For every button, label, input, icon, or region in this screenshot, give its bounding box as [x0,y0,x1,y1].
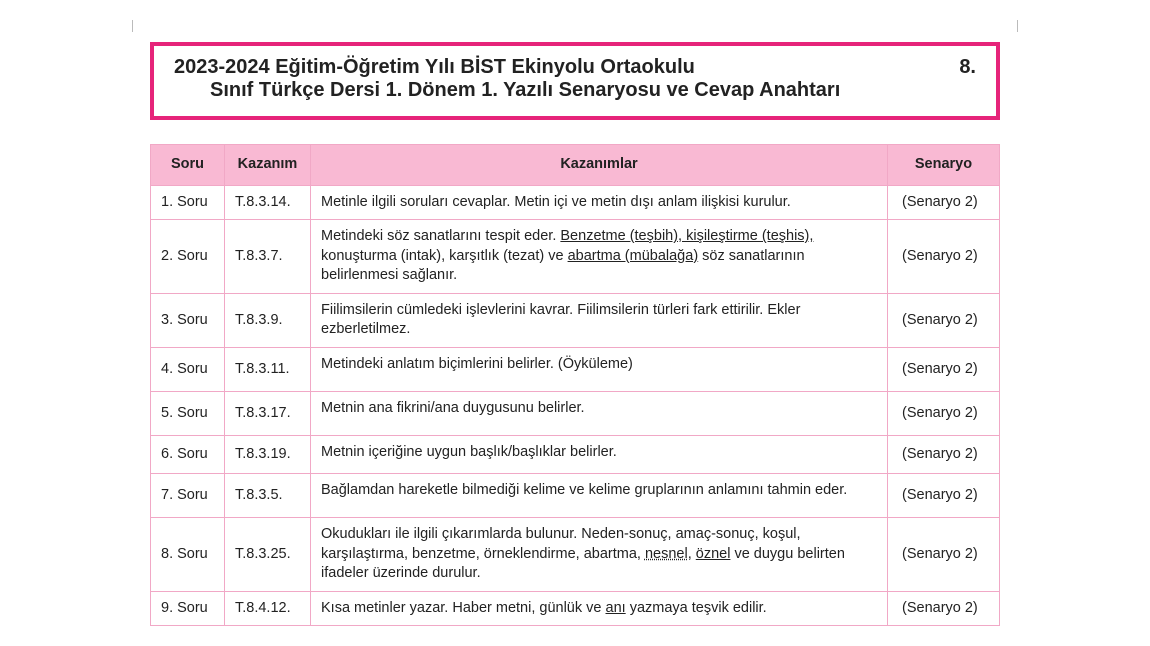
cell-soru: 2. Soru [151,220,225,294]
cell-kazanim-code: T.8.3.25. [225,517,311,591]
cell-kazanim-code: T.8.3.14. [225,185,311,220]
cell-soru: 5. Soru [151,391,225,435]
cell-kazanim-desc: Metinle ilgili soruları cevaplar. Metin … [311,185,888,220]
cell-senaryo: (Senaryo 2) [888,435,1000,473]
ruler-tick-right [1017,20,1018,32]
cell-senaryo: (Senaryo 2) [888,185,1000,220]
title-line-1: 2023-2024 Eğitim-Öğretim Yılı BİST Ekiny… [174,56,976,79]
table-row: 4. SoruT.8.3.11.Metindeki anlatım biçiml… [151,347,1000,391]
cell-senaryo: (Senaryo 2) [888,391,1000,435]
table-row: 1. SoruT.8.3.14.Metinle ilgili soruları … [151,185,1000,220]
cell-kazanim-desc: Metindeki söz sanatlarını tespit eder. B… [311,220,888,294]
ruler-tick-left [132,20,133,32]
table-header-row: Soru Kazanım Kazanımlar Senaryo [151,145,1000,186]
cell-senaryo: (Senaryo 2) [888,517,1000,591]
col-header-senaryo: Senaryo [888,145,1000,186]
cell-kazanim-desc: Metnin içeriğine uygun başlık/başlıklar … [311,435,888,473]
cell-kazanim-desc: Fiilimsilerin cümledeki işlevlerini kavr… [311,293,888,347]
col-header-kazanim: Kazanım [225,145,311,186]
cell-soru: 6. Soru [151,435,225,473]
table-row: 9. SoruT.8.4.12.Kısa metinler yazar. Hab… [151,591,1000,626]
cell-kazanim-code: T.8.3.5. [225,473,311,517]
col-header-soru: Soru [151,145,225,186]
cell-senaryo: (Senaryo 2) [888,293,1000,347]
cell-kazanim-desc: Bağlamdan hareketle bilmediği kelime ve … [311,473,888,517]
cell-senaryo: (Senaryo 2) [888,347,1000,391]
cell-kazanim-code: T.8.4.12. [225,591,311,626]
cell-soru: 8. Soru [151,517,225,591]
kazanim-table: Soru Kazanım Kazanımlar Senaryo 1. SoruT… [150,144,1000,626]
table-body: 1. SoruT.8.3.14.Metinle ilgili soruları … [151,185,1000,626]
table-row: 2. SoruT.8.3.7.Metindeki söz sanatlarını… [151,220,1000,294]
title-text-main: 2023-2024 Eğitim-Öğretim Yılı BİST Ekiny… [174,56,695,79]
cell-senaryo: (Senaryo 2) [888,220,1000,294]
cell-senaryo: (Senaryo 2) [888,473,1000,517]
table-row: 5. SoruT.8.3.17.Metnin ana fikrini/ana d… [151,391,1000,435]
table-row: 6. SoruT.8.3.19.Metnin içeriğine uygun b… [151,435,1000,473]
cell-kazanim-code: T.8.3.7. [225,220,311,294]
table-header: Soru Kazanım Kazanımlar Senaryo [151,145,1000,186]
table-row: 8. SoruT.8.3.25.Okudukları ile ilgili çı… [151,517,1000,591]
cell-kazanim-desc: Kısa metinler yazar. Haber metni, günlük… [311,591,888,626]
cell-soru: 3. Soru [151,293,225,347]
col-header-kazanimlar: Kazanımlar [311,145,888,186]
table-row: 3. SoruT.8.3.9.Fiilimsilerin cümledeki i… [151,293,1000,347]
cell-kazanim-desc: Metindeki anlatım biçimlerini belirler. … [311,347,888,391]
cell-kazanim-code: T.8.3.17. [225,391,311,435]
cell-kazanim-code: T.8.3.11. [225,347,311,391]
cell-kazanim-desc: Metnin ana fikrini/ana duygusunu belirle… [311,391,888,435]
table-row: 7. SoruT.8.3.5.Bağlamdan hareketle bilme… [151,473,1000,517]
cell-soru: 7. Soru [151,473,225,517]
cell-soru: 1. Soru [151,185,225,220]
title-box: 2023-2024 Eğitim-Öğretim Yılı BİST Ekiny… [150,42,1000,120]
cell-senaryo: (Senaryo 2) [888,591,1000,626]
document-page: 2023-2024 Eğitim-Öğretim Yılı BİST Ekiny… [0,0,1150,626]
cell-kazanim-code: T.8.3.9. [225,293,311,347]
title-line-2: Sınıf Türkçe Dersi 1. Dönem 1. Yazılı Se… [174,79,976,102]
cell-soru: 4. Soru [151,347,225,391]
cell-kazanim-desc: Okudukları ile ilgili çıkarımlarda bulun… [311,517,888,591]
title-grade-number: 8. [959,56,976,79]
ruler-marks [150,20,1000,36]
cell-soru: 9. Soru [151,591,225,626]
cell-kazanim-code: T.8.3.19. [225,435,311,473]
